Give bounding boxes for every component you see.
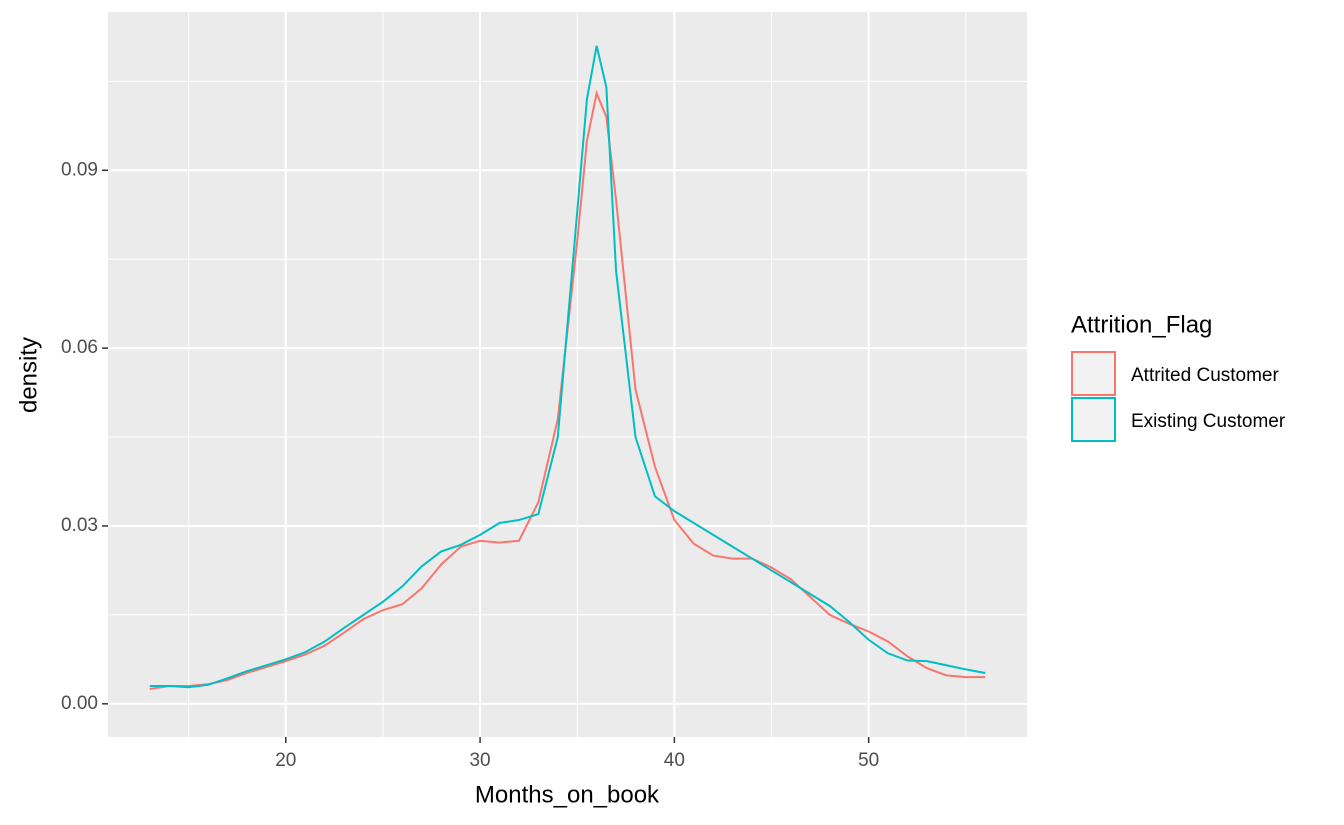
x-tick-label: 50 (858, 750, 879, 771)
density-line (149, 45, 986, 689)
legend-key (1071, 351, 1116, 396)
x-axis-title: Months_on_book (475, 781, 660, 808)
legend-key (1071, 397, 1116, 442)
y-tick-label: 0.00 (61, 693, 98, 714)
y-tick-label: 0.03 (61, 515, 98, 536)
legend-label: Attrited Customer (1131, 365, 1279, 386)
plot-panel (108, 12, 1027, 737)
x-tick-label: 20 (275, 750, 296, 771)
y-axis-title: density (15, 337, 42, 413)
legend-label: Existing Customer (1131, 411, 1286, 432)
x-tick-label: 40 (664, 750, 685, 771)
y-tick-label: 0.06 (61, 337, 98, 358)
legend-title: Attrition_Flag (1071, 311, 1212, 338)
x-tick-label: 30 (469, 750, 490, 771)
y-tick-label: 0.09 (61, 159, 98, 180)
density-line (149, 89, 986, 690)
